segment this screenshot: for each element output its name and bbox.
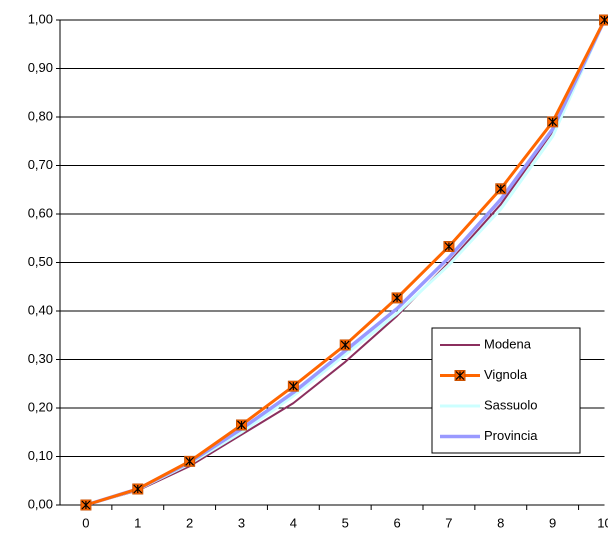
marker [495,183,507,195]
marker [132,483,144,495]
x-tick-label: 6 [393,515,400,530]
legend-label: Provincia [484,428,538,443]
marker-star [548,117,558,127]
marker [391,292,403,304]
marker-star [496,184,506,194]
y-tick-label: 0,80 [28,108,53,123]
marker [80,499,92,511]
y-tick-label: 0,00 [28,496,53,511]
x-tick-label: 2 [186,515,193,530]
y-tick-label: 0,50 [28,254,53,269]
x-tick-label: 0 [82,515,89,530]
series-line [85,19,606,506]
marker [287,380,299,392]
y-tick-label: 0,70 [28,157,53,172]
x-tick-label: 8 [497,515,504,530]
y-tick-label: 0,20 [28,399,53,414]
marker [599,14,608,26]
x-tick-label: 5 [342,515,349,530]
marker-star [392,293,402,303]
marker-star [340,340,350,350]
marker [547,116,559,128]
x-tick-label: 9 [549,515,556,530]
marker-star [81,500,91,510]
marker-star [185,456,195,466]
marker-star [133,484,143,494]
marker [443,240,455,252]
y-tick-label: 1,00 [28,11,53,26]
x-tick-label: 10 [597,515,608,530]
legend-marker [454,370,466,381]
y-tick-label: 0,60 [28,205,53,220]
legend-label: Modena [484,336,532,351]
markers [80,14,608,511]
x-tick-label: 3 [238,515,245,530]
marker-star [237,420,246,430]
y-tick-label: 0,10 [28,448,53,463]
marker-star [600,15,608,25]
x-tick-label: 7 [445,515,452,530]
marker-star [288,381,298,391]
y-tick-label: 0,30 [28,351,53,366]
legend-label: Vignola [484,367,528,382]
marker [339,339,351,351]
marker-star [444,242,454,251]
marker [184,455,196,467]
marker-star [455,371,465,380]
x-tick-label: 1 [134,515,141,530]
y-tick-label: 0,90 [28,60,53,75]
y-tick-label: 0,40 [28,302,53,317]
marker [236,419,247,431]
legend-label: Sassuolo [484,397,537,412]
legend-box [431,327,581,454]
x-tick-label: 4 [290,515,297,530]
